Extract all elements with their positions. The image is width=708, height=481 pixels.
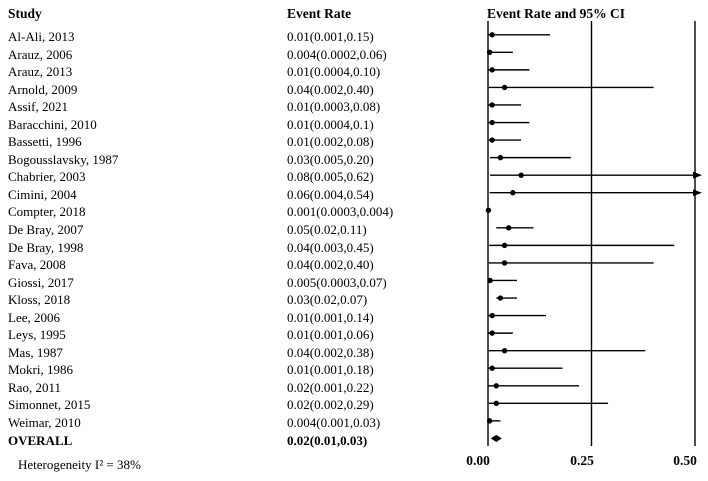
event-rate-value: 0.02(0.01,0.03) — [287, 432, 368, 448]
event-rate-value: 0.01(0.0003,0.08) — [287, 99, 381, 115]
study-label: Assif, 2021 — [8, 99, 68, 115]
study-label: Bogousslavsky, 1987 — [8, 151, 119, 167]
event-rate-value: 0.01(0.0004,0.10) — [287, 64, 381, 80]
study-row: Baracchini, 2010 0.01(0.0004,0.1) — [0, 116, 708, 134]
study-row: Chabrier, 2003 0.08(0.005,0.62) — [0, 168, 708, 186]
column-header-plot-title: Event Rate and 95% CI — [487, 6, 626, 21]
event-rate-value: 0.004(0.001,0.03) — [287, 415, 381, 431]
study-label: Baracchini, 2010 — [8, 116, 97, 132]
event-rate-value: 0.004(0.0002,0.06) — [287, 46, 387, 62]
study-label: Weimar, 2010 — [8, 415, 81, 431]
study-row: Cimini, 2004 0.06(0.004,0.54) — [0, 186, 708, 204]
study-label: De Bray, 2007 — [8, 222, 84, 238]
study-label: Arauz, 2006 — [8, 46, 73, 62]
study-row: Al-Ali, 2013 0.01(0.001,0.15) — [0, 28, 708, 46]
event-rate-value: 0.001(0.0003,0.004) — [287, 204, 394, 220]
x-axis-tick-1: 0.25 — [570, 453, 594, 468]
study-row: Simonnet, 2015 0.02(0.002,0.29) — [0, 396, 708, 414]
event-rate-value: 0.04(0.002,0.40) — [287, 81, 374, 97]
study-rows-list: Al-Ali, 2013 0.01(0.001,0.15) Arauz, 2006 0… — [0, 28, 708, 449]
event-rate-value: 0.04(0.002,0.38) — [287, 344, 374, 360]
study-row: Bogousslavsky, 1987 0.03(0.005,0.20) — [0, 151, 708, 169]
column-header-study: Study — [8, 6, 42, 21]
study-row: Weimar, 2010 0.004(0.001,0.03) — [0, 414, 708, 432]
study-row: Mokri, 1986 0.01(0.001,0.18) — [0, 361, 708, 379]
study-row: Arauz, 2013 0.01(0.0004,0.10) — [0, 63, 708, 81]
event-rate-value: 0.01(0.0004,0.1) — [287, 116, 374, 132]
study-row: Rao, 2011 0.02(0.001,0.22) — [0, 379, 708, 397]
event-rate-value: 0.005(0.0003,0.07) — [287, 274, 387, 290]
x-axis-tick-0: 0.00 — [466, 453, 490, 468]
event-rate-value: 0.04(0.002,0.40) — [287, 257, 374, 273]
study-label: Al-Ali, 2013 — [8, 29, 75, 44]
event-rate-value: 0.06(0.004,0.54) — [287, 186, 374, 202]
event-rate-value: 0.03(0.005,0.20) — [287, 151, 374, 167]
study-row: Fava, 2008 0.04(0.002,0.40) — [0, 256, 708, 274]
study-row: Leys, 1995 0.01(0.001,0.06) — [0, 326, 708, 344]
study-label: Arauz, 2013 — [8, 64, 73, 80]
study-row: Mas, 1987 0.04(0.002,0.38) — [0, 344, 708, 362]
study-row: De Bray, 2007 0.05(0.02,0.11) — [0, 221, 708, 239]
study-label: Arnold, 2009 — [8, 81, 78, 97]
event-rate-value: 0.02(0.002,0.29) — [287, 397, 374, 413]
study-label: Compter, 2018 — [8, 204, 86, 220]
study-label: De Bray, 1998 — [8, 239, 84, 255]
study-row: Arauz, 2006 0.004(0.0002,0.06) — [0, 46, 708, 64]
study-label: Giossi, 2017 — [8, 274, 74, 290]
event-rate-value: 0.01(0.002,0.08) — [287, 134, 374, 150]
study-label: Chabrier, 2003 — [8, 169, 86, 185]
study-label: Leys, 1995 — [8, 327, 66, 343]
study-label: Kloss, 2018 — [8, 292, 71, 308]
study-row: Kloss, 2018 0.03(0.02,0.07) — [0, 291, 708, 309]
study-label: Cimini, 2004 — [8, 186, 77, 202]
study-label: Lee, 2006 — [8, 309, 60, 325]
study-label: Mokri, 1986 — [8, 362, 73, 378]
study-row: De Bray, 1998 0.04(0.003,0.45) — [0, 239, 708, 257]
event-rate-value: 0.01(0.001,0.14) — [287, 309, 374, 325]
study-label: OVERALL — [8, 432, 73, 448]
event-rate-value: 0.02(0.001,0.22) — [287, 379, 374, 395]
event-rate-value: 0.01(0.001,0.06) — [287, 327, 374, 343]
study-label: Simonnet, 2015 — [8, 397, 91, 413]
event-rate-value: 0.03(0.02,0.07) — [287, 292, 368, 308]
study-label: Fava, 2008 — [8, 257, 66, 273]
event-rate-value: 0.01(0.001,0.18) — [287, 362, 374, 378]
event-rate-value: 0.08(0.005,0.62) — [287, 169, 374, 185]
heterogeneity-note: Heterogeneity I² = 38% — [18, 457, 141, 472]
column-header-event-rate: Event Rate — [287, 6, 352, 21]
overall-row: OVERALL 0.02(0.01,0.03) — [0, 432, 708, 450]
study-label: Mas, 1987 — [8, 344, 63, 360]
x-axis-tick-2: 0.50 — [673, 453, 697, 468]
study-label: Rao, 2011 — [8, 379, 61, 395]
study-row: Compter, 2018 0.001(0.0003,0.004) — [0, 203, 708, 221]
study-row: Assif, 2021 0.01(0.0003,0.08) — [0, 98, 708, 116]
study-row: Bassetti, 1996 0.01(0.002,0.08) — [0, 133, 708, 151]
study-row: Arnold, 2009 0.04(0.002,0.40) — [0, 81, 708, 99]
event-rate-value: 0.01(0.001,0.15) — [287, 29, 374, 44]
study-row: Lee, 2006 0.01(0.001,0.14) — [0, 309, 708, 327]
event-rate-value: 0.05(0.02,0.11) — [287, 222, 367, 238]
event-rate-value: 0.04(0.003,0.45) — [287, 239, 374, 255]
study-label: Bassetti, 1996 — [8, 134, 82, 150]
study-row: Giossi, 2017 0.005(0.0003,0.07) — [0, 274, 708, 292]
